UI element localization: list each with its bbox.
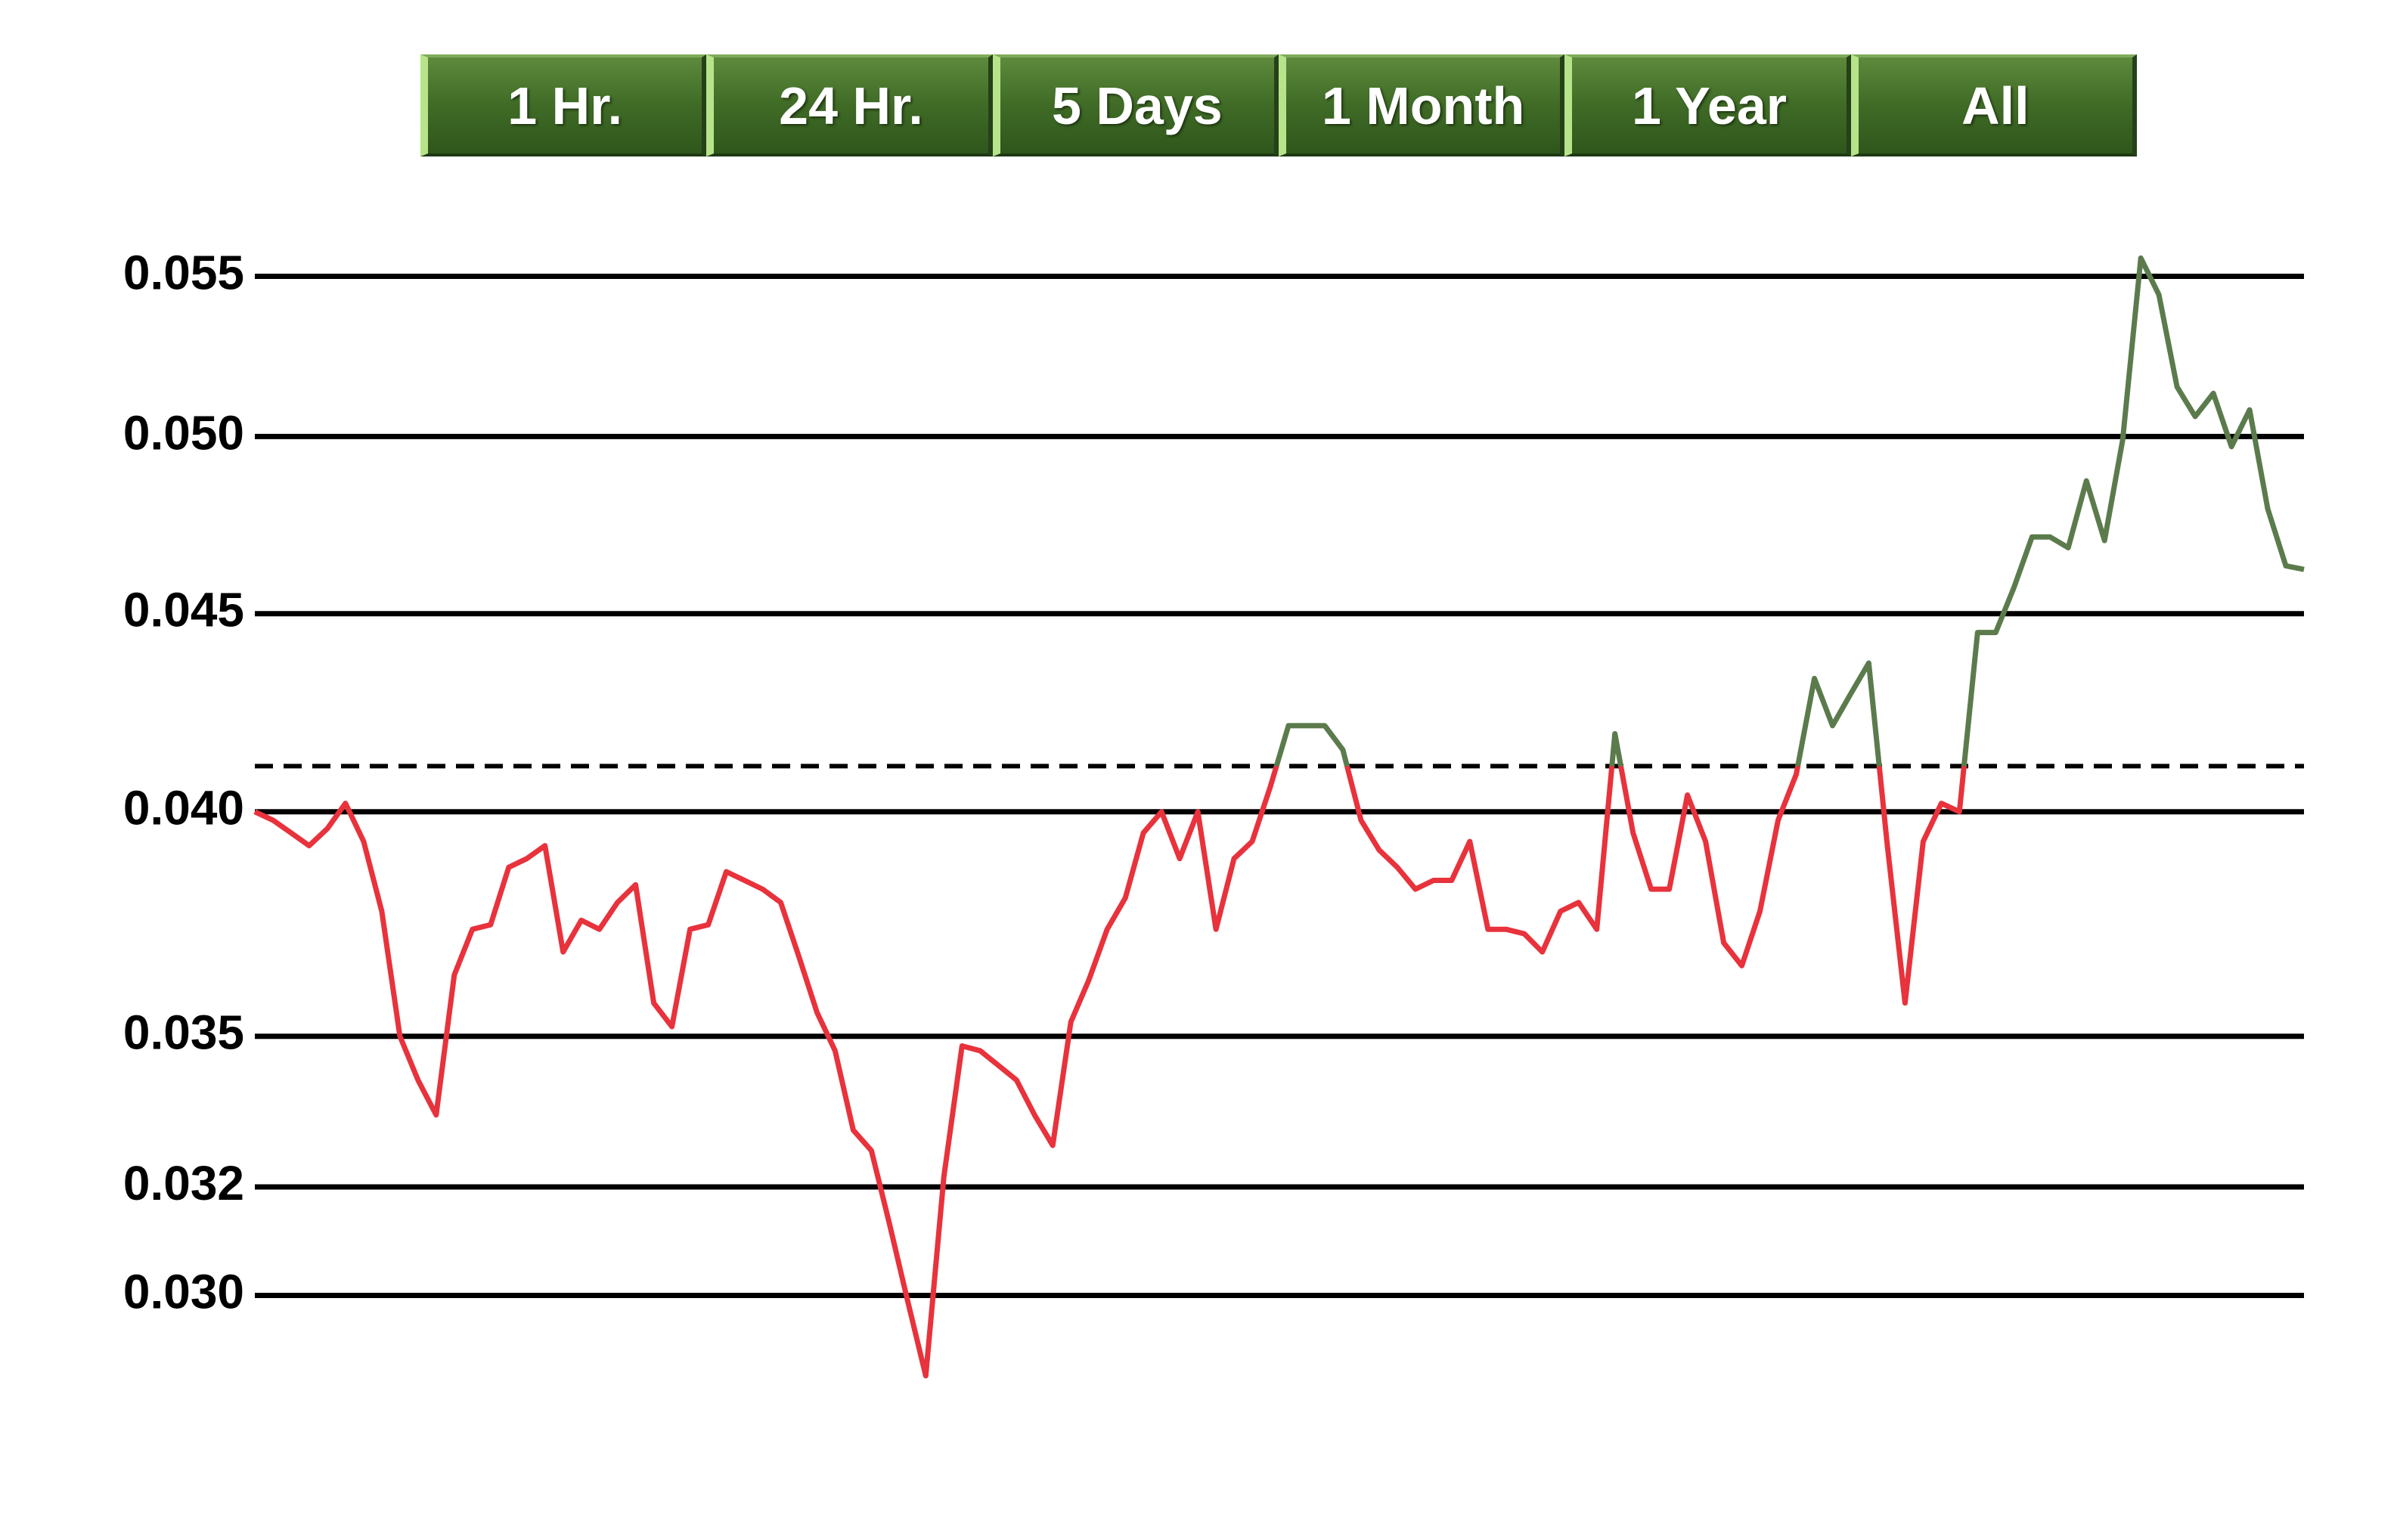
y-tick-label: 0.040 (123, 781, 244, 835)
range-button[interactable]: 1 Year (1564, 54, 1851, 156)
range-button[interactable]: 1 Hr. (420, 54, 707, 156)
range-bar: 1 Hr. 24 Hr. 5 Days 1 Month 1 Year All (420, 54, 2137, 156)
range-button[interactable]: 1 Month (1278, 54, 1565, 156)
range-button[interactable]: All (1850, 54, 2137, 156)
y-tick-label: 0.035 (123, 1005, 244, 1060)
y-tick-label: 0.030 (123, 1264, 244, 1318)
y-tick-label: 0.055 (123, 245, 244, 299)
range-button[interactable]: 24 Hr. (706, 54, 993, 156)
y-tick-label: 0.050 (123, 405, 244, 460)
y-tick-label: 0.032 (123, 1156, 244, 1210)
price-line (253, 255, 2305, 1379)
y-tick-label: 0.045 (123, 583, 244, 637)
range-button[interactable]: 5 Days (992, 54, 1279, 156)
